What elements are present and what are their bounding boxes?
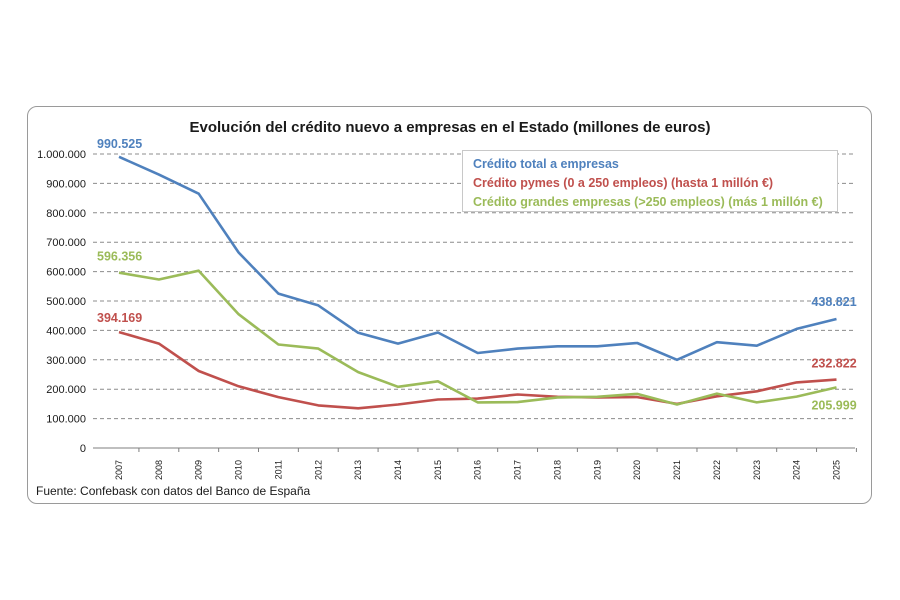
- x-tick-label: 2016: [473, 460, 483, 480]
- data-label-last: 232.822: [811, 357, 856, 371]
- data-label-first: 990.525: [97, 137, 142, 151]
- series-line-2: [118, 269, 837, 406]
- chart-legend: Crédito total a empresas Crédito pymes (…: [462, 150, 838, 212]
- legend-entry-pymes: Crédito pymes (0 a 250 empleos) (hasta 1…: [473, 176, 774, 190]
- y-tick-label: 500.000: [46, 296, 86, 308]
- x-tick-label: 2021: [672, 460, 682, 480]
- x-tick-label: 2012: [313, 460, 323, 480]
- series-line-1: [118, 330, 837, 410]
- x-tick-label: 2014: [393, 460, 403, 480]
- x-tick-label: 2023: [752, 460, 762, 480]
- x-tick-label: 2011: [273, 460, 283, 479]
- y-tick-label: 800.000: [46, 208, 86, 220]
- x-tick-label: 2008: [154, 460, 164, 480]
- data-label-first: 596.356: [97, 250, 142, 264]
- y-tick-label: 100.000: [46, 414, 86, 426]
- x-tick-label: 2009: [194, 460, 204, 480]
- series-line-0: [118, 155, 837, 362]
- y-tick-label: 300.000: [46, 355, 86, 367]
- y-tick-label: 700.000: [46, 237, 86, 249]
- y-tick-label: 0: [80, 443, 86, 455]
- x-tick-label: 2013: [353, 460, 363, 480]
- data-label-last: 205.999: [811, 398, 856, 412]
- data-label-last: 438.821: [811, 295, 856, 309]
- y-tick-label: 600.000: [46, 267, 86, 279]
- data-label-first: 394.169: [97, 311, 142, 325]
- chart-source: Fuente: Confebask con datos del Banco de…: [36, 484, 311, 498]
- y-tick-label: 400.000: [46, 325, 86, 337]
- x-tick-label: 2025: [831, 460, 841, 480]
- x-tick-label: 2022: [712, 460, 722, 480]
- y-tick-label: 1.000.000: [37, 149, 86, 161]
- x-tick-label: 2019: [592, 460, 602, 480]
- x-tick-label: 2018: [552, 460, 562, 480]
- legend-entry-total: Crédito total a empresas: [473, 157, 619, 171]
- y-tick-label: 200.000: [46, 384, 86, 396]
- y-tick-label: 900.000: [46, 178, 86, 190]
- x-tick-label: 2007: [114, 460, 124, 480]
- x-tick-label: 2020: [632, 460, 642, 480]
- x-tick-label: 2024: [792, 460, 802, 480]
- legend-entry-grandes: Crédito grandes empresas (>250 empleos) …: [473, 195, 823, 209]
- chart-title: Evolución del crédito nuevo a empresas e…: [189, 119, 711, 136]
- x-tick-label: 2010: [234, 460, 244, 480]
- x-tick-label: 2017: [513, 460, 523, 480]
- x-tick-label: 2015: [433, 460, 443, 480]
